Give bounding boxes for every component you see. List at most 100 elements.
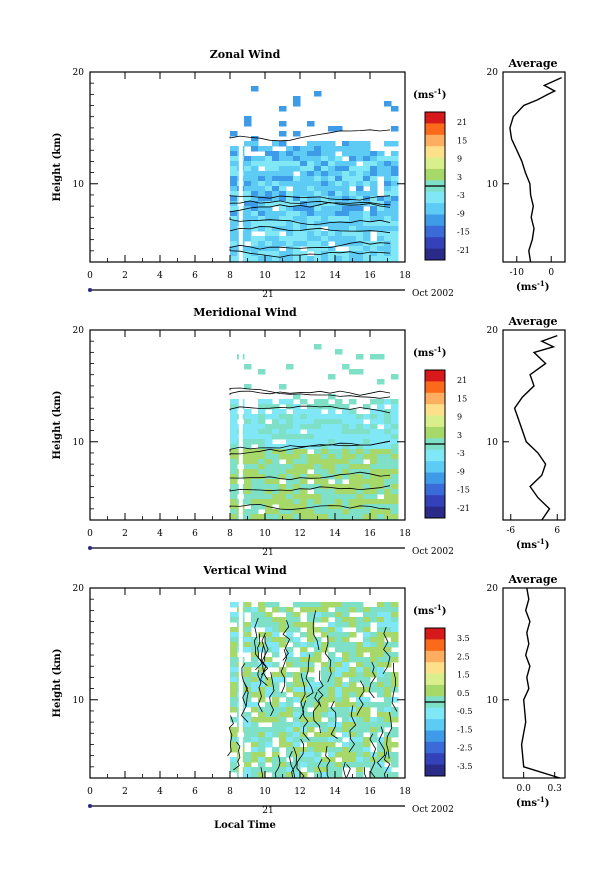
heatmap-cell: [293, 444, 301, 450]
heatmap-cell: [356, 221, 364, 227]
heatmap-cell: [286, 682, 294, 688]
heatmap-cell: [251, 677, 259, 683]
heatmap-cell: [286, 722, 294, 728]
heatmap-cell: [349, 454, 357, 460]
heatmap-cell: [349, 489, 357, 495]
heatmap-cell: [370, 354, 378, 360]
heatmap-cell: [314, 419, 322, 425]
heatmap-cell: [391, 732, 399, 738]
heatmap-cell: [307, 632, 315, 638]
heatmap-cell: [244, 221, 252, 227]
heatmap-cell: [377, 414, 385, 420]
heatmap-cell: [293, 767, 301, 773]
heatmap-cell: [370, 459, 378, 465]
contour-line: [391, 662, 398, 712]
heatmap-cell: [328, 186, 336, 192]
heatmap-cell: [377, 702, 385, 708]
colorbar-segment: [425, 483, 445, 496]
heatmap-cell: [230, 464, 238, 470]
day-marker: [88, 804, 92, 808]
heatmap-cell: [384, 717, 392, 723]
heatmap-cell: [370, 449, 378, 455]
heatmap-cell: [251, 747, 259, 753]
heatmap-cell: [314, 181, 322, 187]
heatmap-cell: [265, 732, 273, 738]
heatmap-cell: [342, 667, 350, 673]
heatmap-cell: [293, 627, 301, 633]
heatmap-cell: [293, 96, 301, 102]
heatmap-cell: [349, 474, 357, 480]
heatmap-cell: [307, 414, 315, 420]
heatmap-cell: [377, 767, 385, 773]
heatmap-cell: [265, 499, 273, 505]
heatmap-cell: [335, 419, 343, 425]
heatmap-cell: [230, 737, 238, 743]
heatmap-cell: [335, 617, 343, 623]
heatmap-cell: [328, 469, 336, 475]
heatmap-cell: [314, 717, 322, 723]
profile-y-tick-label: 20: [487, 68, 499, 78]
heatmap-cell: [363, 727, 371, 733]
heatmap-cell: [265, 717, 273, 723]
heatmap-cell: [279, 191, 287, 197]
heatmap-cell: [370, 737, 378, 743]
heatmap-cell: [384, 712, 392, 718]
heatmap-cell: [230, 514, 238, 520]
heatmap-cell: [251, 732, 259, 738]
heatmap-cell: [377, 652, 385, 658]
day-label: 21: [262, 548, 273, 558]
heatmap-cell: [363, 231, 371, 237]
heatmap-cell: [391, 622, 399, 628]
heatmap-cell: [300, 439, 308, 445]
x-tick-label: 16: [364, 787, 376, 797]
heatmap-cell: [258, 732, 266, 738]
heatmap-cell: [314, 156, 322, 162]
heatmap-cell: [307, 717, 315, 723]
colorbar-segment: [425, 146, 445, 158]
heatmap-cell: [244, 489, 252, 495]
x-tick-label: 12: [294, 529, 305, 539]
colorbar-segment: [425, 237, 445, 249]
heatmap-cell: [363, 632, 371, 638]
heatmap-cell: [356, 499, 364, 505]
heatmap-cell: [286, 702, 294, 708]
heatmap-cell: [293, 612, 301, 618]
heatmap-cell: [314, 146, 322, 152]
heatmap-cell: [370, 434, 378, 440]
heatmap-cell: [307, 444, 315, 450]
heatmap-cell: [286, 657, 294, 663]
heatmap-cell: [300, 672, 308, 678]
colorbar-segment: [425, 472, 445, 485]
heatmap-cell: [314, 692, 322, 698]
heatmap-cell: [230, 181, 238, 187]
heatmap-cell: [251, 687, 259, 693]
heatmap-cell: [391, 439, 399, 445]
heatmap-cell: [265, 692, 273, 698]
heatmap-cell: [349, 399, 357, 405]
heatmap-cell: [251, 414, 259, 420]
heatmap-cell: [307, 161, 315, 167]
heatmap-cell: [363, 221, 371, 227]
heatmap-cell: [349, 742, 357, 748]
heatmap-cell: [370, 251, 378, 257]
heatmap-cell: [244, 171, 252, 177]
heatmap-cell: [258, 712, 266, 718]
heatmap-cell: [349, 667, 357, 673]
heatmap-cell: [391, 752, 399, 758]
heatmap-cell: [279, 509, 287, 515]
heatmap-cell: [391, 409, 399, 415]
profile-x-unit: (ms-1): [516, 279, 549, 293]
heatmap-cell: [265, 509, 273, 515]
heatmap-cell: [286, 454, 294, 460]
heatmap-cell: [300, 196, 308, 202]
heatmap-cell: [356, 662, 364, 668]
heatmap-cell: [377, 196, 385, 202]
heatmap-cell: [384, 101, 392, 107]
heatmap-cell: [349, 181, 357, 187]
heatmap-cell: [251, 211, 259, 217]
heatmap-cell: [349, 712, 357, 718]
heatmap-cell: [300, 464, 308, 470]
heatmap-cell: [300, 211, 308, 217]
heatmap-cell: [328, 191, 336, 197]
heatmap-cell: [258, 399, 266, 405]
